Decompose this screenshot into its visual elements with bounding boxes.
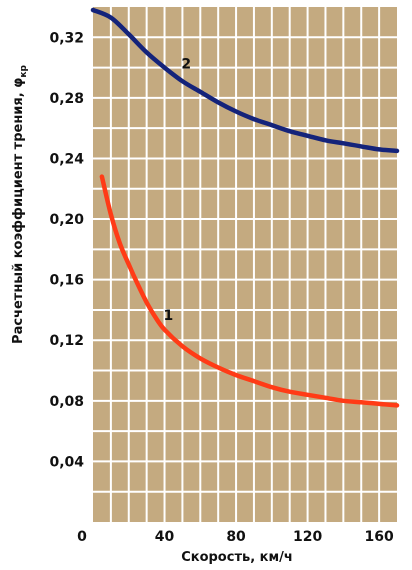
y-axis-title: Расчетный коэффициент трения, φкр — [11, 64, 29, 343]
x-tick-label: 160 — [365, 529, 394, 545]
y-tick-labels: 0,04 0,08 0,12 0,16 0,20 0,24 0,28 0,32 — [49, 30, 84, 470]
y-tick-label: 0,32 — [49, 30, 84, 46]
series-line-1 — [99, 174, 400, 408]
x-tick-label: 80 — [226, 529, 246, 545]
y-tick-label: 0,08 — [49, 394, 84, 410]
x-axis-title: Скорость, км/ч — [181, 550, 293, 565]
x-tick-label: 120 — [293, 529, 322, 545]
y-axis-title-subscript: кр — [19, 64, 29, 77]
plot-area — [93, 7, 397, 522]
x-tick-label: 40 — [155, 529, 175, 545]
y-tick-label: 0,16 — [49, 273, 84, 289]
x-tick-label: 0 — [77, 529, 87, 545]
series-label-2: 2 — [181, 57, 191, 73]
series-line-2 — [90, 7, 400, 154]
y-tick-label: 0,20 — [49, 212, 84, 228]
y-tick-label: 0,28 — [49, 91, 84, 107]
y-tick-label: 0,24 — [49, 151, 84, 167]
y-axis-title-main: Расчетный коэффициент трения, φ — [11, 78, 26, 344]
y-tick-label: 0,12 — [49, 333, 84, 349]
x-tick-labels: 0 40 80 120 160 — [77, 529, 394, 545]
series-group: 12 — [90, 7, 400, 408]
series-label-1: 1 — [163, 308, 173, 324]
y-tick-label: 0,04 — [49, 454, 84, 470]
